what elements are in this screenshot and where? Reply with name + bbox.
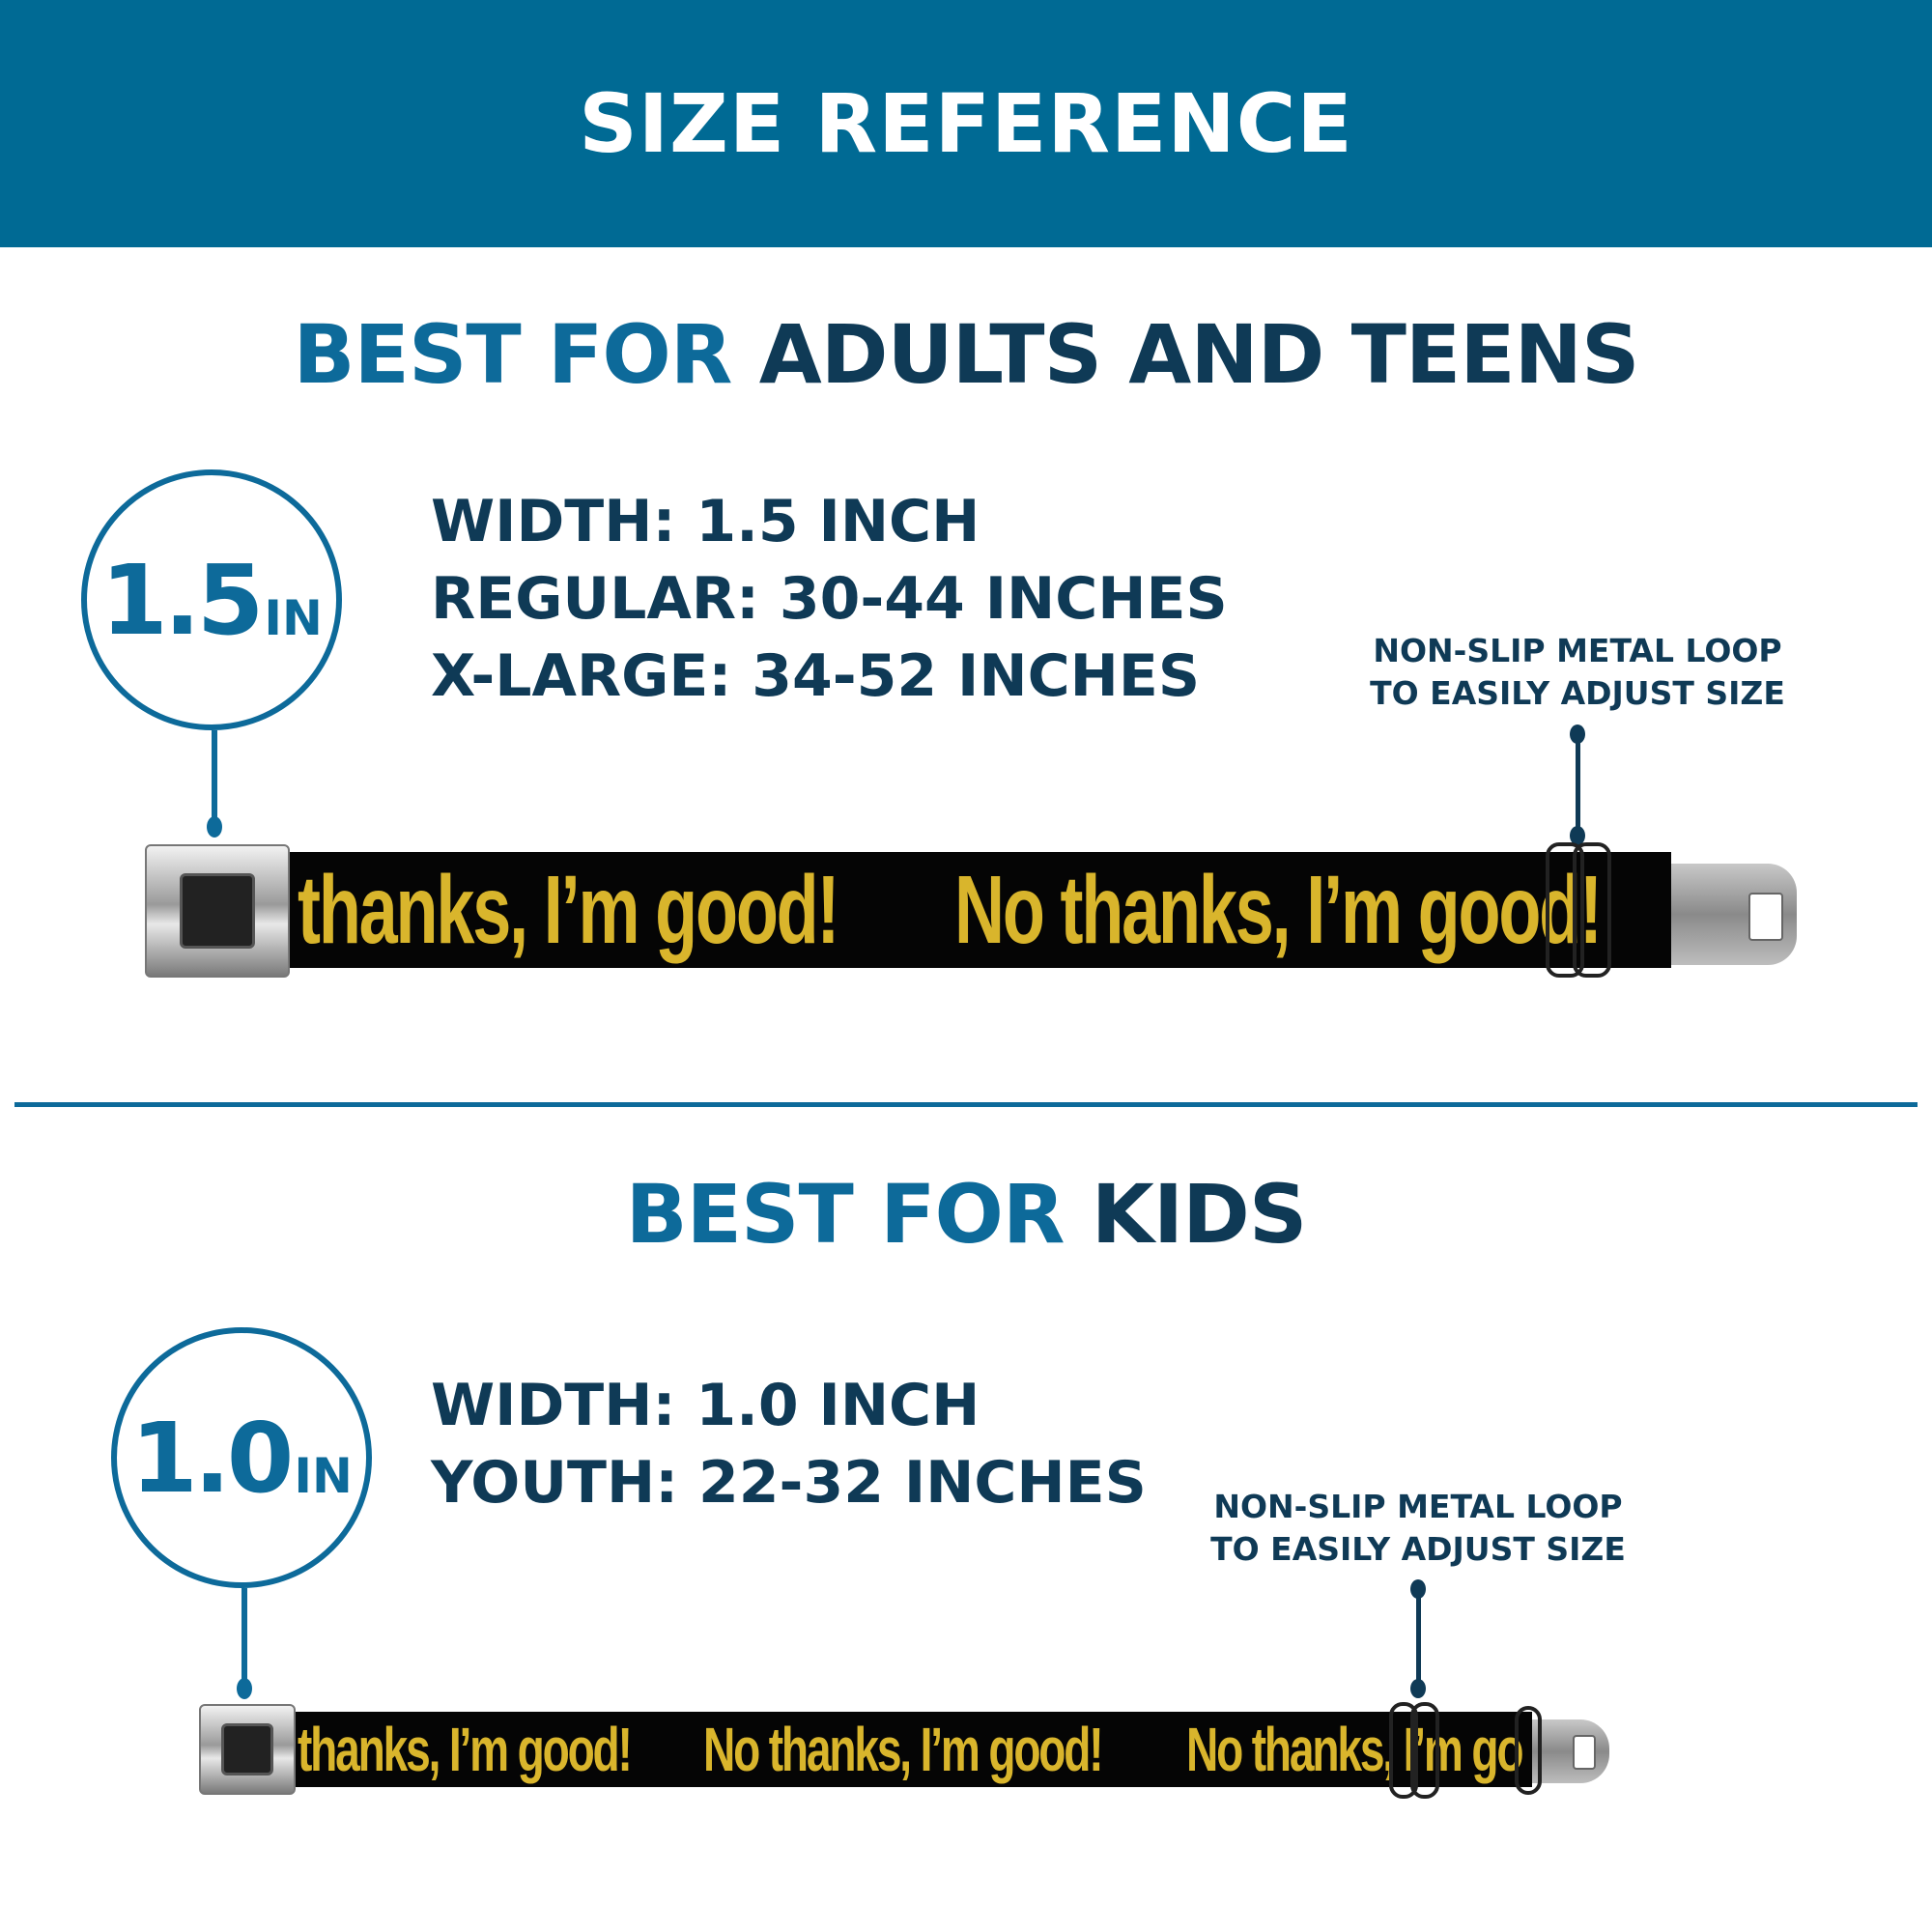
spec-xlarge: X-LARGE: 34-52 INCHES bbox=[431, 642, 1201, 710]
width-badge-adults: 1.5 IN bbox=[81, 469, 342, 730]
spec-width: WIDTH: 1.5 INCH bbox=[431, 488, 980, 555]
badge-connector-line bbox=[242, 1588, 247, 1689]
section-divider bbox=[14, 1102, 1918, 1107]
badge-unit: IN bbox=[264, 590, 323, 646]
belt-tip-hole bbox=[1748, 893, 1783, 941]
note-line-2: TO EASILY ADJUST SIZE bbox=[1210, 1530, 1626, 1568]
badge-number: 1.5 bbox=[100, 543, 264, 657]
buckle bbox=[199, 1704, 296, 1795]
badge-connector-dot bbox=[207, 816, 222, 838]
buckle bbox=[145, 844, 290, 978]
specs-adults: WIDTH: 1.5 INCH REGULAR: 30-44 INCHES X-… bbox=[431, 483, 1228, 715]
belt-strap: thanks, I’m good! No thanks, I’m good! N… bbox=[294, 1712, 1532, 1787]
badge-number: 1.0 bbox=[130, 1401, 294, 1515]
loop-note-adults: NON-SLIP METAL LOOP TO EASILY ADJUST SIZ… bbox=[1367, 630, 1788, 715]
spec-youth: YOUTH: 22-32 INCHES bbox=[431, 1449, 1147, 1517]
spec-width: WIDTH: 1.0 INCH bbox=[431, 1372, 980, 1439]
strap-text: No thanks, I’m good! bbox=[954, 855, 1603, 964]
strap-text: No thanks, I’m go bbox=[1186, 1715, 1523, 1784]
spec-regular: REGULAR: 30-44 INCHES bbox=[431, 565, 1228, 633]
metal-loop bbox=[1546, 842, 1584, 978]
header-banner bbox=[0, 0, 1932, 247]
note-connector-line bbox=[1576, 734, 1580, 836]
loop-note-kids: NON-SLIP METAL LOOP TO EASILY ADJUST SIZ… bbox=[1208, 1486, 1629, 1571]
section-title-accent: BEST FOR bbox=[625, 1167, 1065, 1262]
section-title-rest: ADULTS AND TEENS bbox=[758, 307, 1640, 402]
badge-connector-dot bbox=[237, 1678, 252, 1699]
badge-unit: IN bbox=[294, 1448, 353, 1504]
belt-strap: thanks, I’m good! No thanks, I’m good! bbox=[290, 852, 1671, 968]
note-line-2: TO EASILY ADJUST SIZE bbox=[1370, 674, 1785, 712]
note-dot-bottom bbox=[1570, 826, 1585, 845]
metal-loop bbox=[1389, 1702, 1418, 1799]
note-line-1: NON-SLIP METAL LOOP bbox=[1213, 1488, 1623, 1525]
note-dot-bottom bbox=[1410, 1679, 1426, 1698]
buckle-logo bbox=[180, 873, 255, 949]
section-title-kids: BEST FOR KIDS bbox=[0, 1167, 1932, 1262]
section-title-rest: KIDS bbox=[1091, 1167, 1308, 1262]
note-connector-line bbox=[1416, 1589, 1421, 1689]
note-line-1: NON-SLIP METAL LOOP bbox=[1373, 632, 1782, 669]
section-title-accent: BEST FOR bbox=[293, 307, 733, 402]
belt-adults: thanks, I’m good! No thanks, I’m good! bbox=[145, 842, 1797, 982]
specs-kids: WIDTH: 1.0 INCH YOUTH: 22-32 INCHES bbox=[431, 1367, 1147, 1521]
strap-text: No thanks, I’m good! bbox=[703, 1715, 1104, 1784]
section-title-adults: BEST FOR ADULTS AND TEENS bbox=[0, 307, 1932, 402]
metal-loop bbox=[1573, 842, 1611, 978]
metal-loop bbox=[1515, 1706, 1542, 1795]
badge-connector-line bbox=[212, 730, 217, 827]
strap-text: thanks, I’m good! bbox=[298, 855, 839, 964]
buckle-logo bbox=[221, 1723, 273, 1776]
strap-text: thanks, I’m good! bbox=[298, 1715, 633, 1784]
belt-kids: thanks, I’m good! No thanks, I’m good! N… bbox=[199, 1702, 1609, 1799]
width-badge-kids: 1.0 IN bbox=[111, 1327, 372, 1588]
metal-loop bbox=[1410, 1702, 1439, 1799]
belt-tip-hole bbox=[1573, 1735, 1596, 1770]
page-title: SIZE REFERENCE bbox=[579, 76, 1353, 171]
